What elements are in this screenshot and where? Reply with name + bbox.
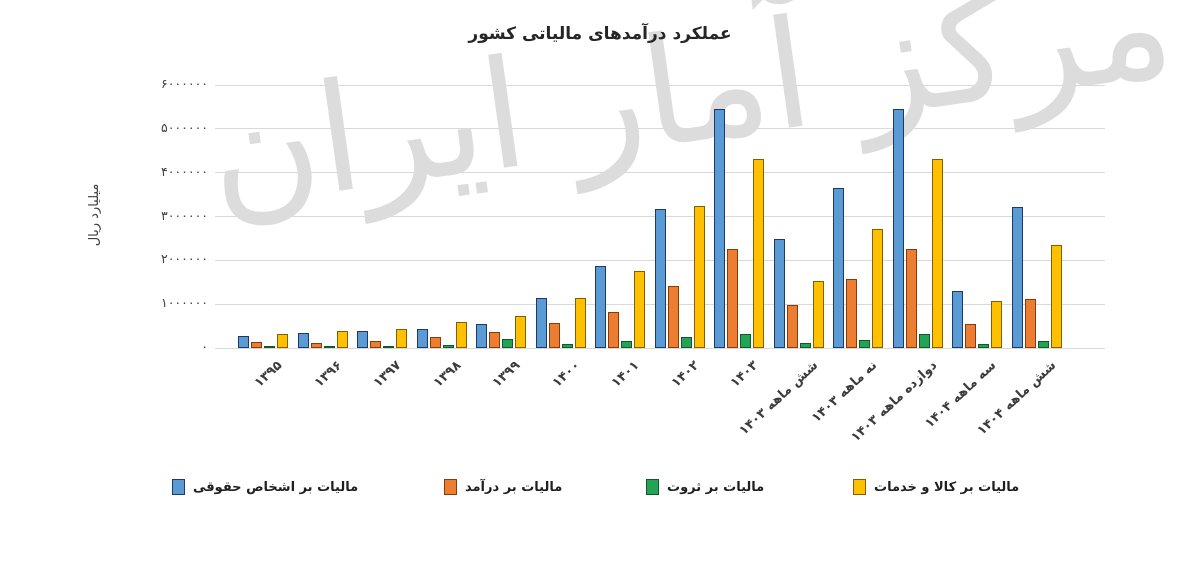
bar-12-series-3 <box>918 334 930 348</box>
x-tick-label: ۱۴۰۲ <box>668 358 702 391</box>
y-tick-label: ۱۰۰۰۰۰۰ <box>161 295 208 311</box>
bar-8-series-1 <box>654 209 666 348</box>
bar-13-series-3 <box>978 344 989 348</box>
bar-6-series-1 <box>535 298 547 348</box>
bar-6-series-3 <box>561 344 573 348</box>
gridline <box>215 347 1105 349</box>
bar-13-series-1 <box>952 291 963 348</box>
bar-11-series-2 <box>846 279 857 348</box>
legend-label: مالیات بر درآمد <box>465 479 563 495</box>
legend-item-2: مالیات بر درآمد <box>444 478 562 496</box>
bar-10-series-2 <box>786 305 798 348</box>
gridline <box>215 128 1105 130</box>
bar-9-series-1 <box>714 109 725 348</box>
bar-9-series-4 <box>753 159 764 348</box>
x-tick-label: ۱۳۹۵ <box>251 358 286 391</box>
bar-3-series-3 <box>383 346 394 348</box>
bar-8-series-4 <box>693 206 705 348</box>
bar-11-series-1 <box>833 188 844 348</box>
bar-14-series-2 <box>1024 299 1036 348</box>
bar-10-series-1 <box>773 239 785 348</box>
bar-6-series-2 <box>548 323 560 348</box>
legend-item-3: مالیات بر ثروت <box>646 478 764 496</box>
y-tick-label: ۴۰۰۰۰۰۰ <box>161 163 208 179</box>
bar-7-series-2 <box>608 312 619 348</box>
legend-swatch-icon <box>444 479 457 495</box>
x-tick-label: ۱۴۰۳ <box>727 358 762 391</box>
x-tick-label: ۱۴۰۱ <box>608 358 643 391</box>
bar-1-series-3 <box>264 346 275 348</box>
bar-7-series-1 <box>595 266 606 348</box>
bar-12-series-2 <box>905 249 917 348</box>
x-tick-label: ۱۳۹۷ <box>370 358 405 391</box>
bar-7-series-3 <box>621 341 632 348</box>
bar-14-series-4 <box>1050 245 1062 348</box>
bar-4-series-4 <box>455 322 467 348</box>
bar-7-series-4 <box>634 271 645 348</box>
y-tick-label: ۳۰۰۰۰۰۰ <box>161 207 208 223</box>
bar-10-series-4 <box>812 281 824 348</box>
bar-5-series-2 <box>489 332 500 348</box>
bar-14-series-1 <box>1011 207 1023 348</box>
bar-8-series-3 <box>680 337 692 348</box>
bar-2-series-1 <box>297 333 309 348</box>
bar-9-series-2 <box>727 249 738 348</box>
bar-3-series-1 <box>357 331 368 348</box>
bar-12-series-4 <box>931 159 943 348</box>
bar-1-series-1 <box>238 336 249 348</box>
bar-13-series-4 <box>991 301 1002 348</box>
bar-11-series-4 <box>872 229 883 348</box>
x-tick-label: ۱۴۰۰ <box>549 358 583 391</box>
bar-5-series-4 <box>515 316 526 348</box>
x-tick-label: ۱۳۹۶ <box>311 358 345 391</box>
legend-swatch-icon <box>646 479 659 495</box>
bar-12-series-1 <box>892 109 904 348</box>
y-tick-label: ۶۰۰۰۰۰۰ <box>161 76 208 91</box>
bar-8-series-2 <box>667 286 679 348</box>
bar-4-series-2 <box>429 337 441 348</box>
legend-swatch-icon <box>853 479 866 495</box>
bar-3-series-2 <box>370 341 381 348</box>
bar-2-series-3 <box>323 346 335 348</box>
bar-6-series-4 <box>574 298 586 348</box>
bar-1-series-4 <box>277 334 288 348</box>
y-tick-label: ۵۰۰۰۰۰۰ <box>161 119 208 135</box>
gridline <box>215 84 1105 86</box>
bar-3-series-4 <box>396 329 407 348</box>
bar-4-series-3 <box>442 345 454 348</box>
bar-10-series-3 <box>799 343 811 348</box>
legend-label: مالیات بر اشخاص حقوقی <box>193 479 359 495</box>
bar-5-series-1 <box>476 324 487 348</box>
plot-area <box>215 84 1105 349</box>
legend-label: مالیات بر کالا و خدمات <box>874 479 1020 495</box>
bar-1-series-2 <box>251 342 262 348</box>
bar-9-series-3 <box>740 334 751 348</box>
bar-2-series-4 <box>336 331 348 348</box>
bar-2-series-2 <box>310 343 322 348</box>
x-tick-label: ۱۳۹۹ <box>489 358 524 391</box>
bar-13-series-2 <box>965 324 976 348</box>
chart-title: عملکرد درآمدهای مالیاتی کشور <box>468 24 732 44</box>
gridline <box>215 172 1105 174</box>
legend-swatch-icon <box>172 479 185 495</box>
bar-4-series-1 <box>416 329 428 348</box>
legend-item-4: مالیات بر کالا و خدمات <box>853 478 1019 496</box>
bar-14-series-3 <box>1037 341 1049 348</box>
y-tick-label: ۰ <box>201 339 208 354</box>
y-tick-label: ۲۰۰۰۰۰۰ <box>161 251 208 267</box>
bar-11-series-3 <box>859 340 870 348</box>
x-tick-label: ۱۳۹۸ <box>430 358 464 391</box>
bar-5-series-3 <box>502 339 513 348</box>
legend-item-1: مالیات بر اشخاص حقوقی <box>172 478 358 496</box>
legend-label: مالیات بر ثروت <box>667 479 765 495</box>
